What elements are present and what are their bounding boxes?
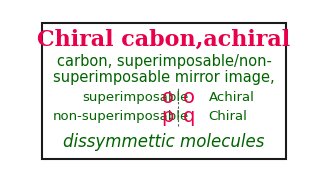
- Text: Chiral cabon,achiral: Chiral cabon,achiral: [37, 29, 291, 51]
- Text: superimposable: superimposable: [82, 91, 188, 104]
- Text: o: o: [183, 88, 195, 107]
- Text: superimposable mirror image,: superimposable mirror image,: [53, 70, 275, 85]
- Text: dissymmettic molecules: dissymmettic molecules: [63, 133, 265, 151]
- Text: p: p: [162, 107, 174, 126]
- Text: non-superimposable: non-superimposable: [52, 110, 189, 123]
- Text: Chiral: Chiral: [209, 110, 247, 123]
- Text: q: q: [183, 107, 195, 126]
- Text: carbon, superimposable/non-: carbon, superimposable/non-: [57, 54, 271, 69]
- Text: Achiral: Achiral: [209, 91, 254, 104]
- Text: o: o: [162, 88, 174, 107]
